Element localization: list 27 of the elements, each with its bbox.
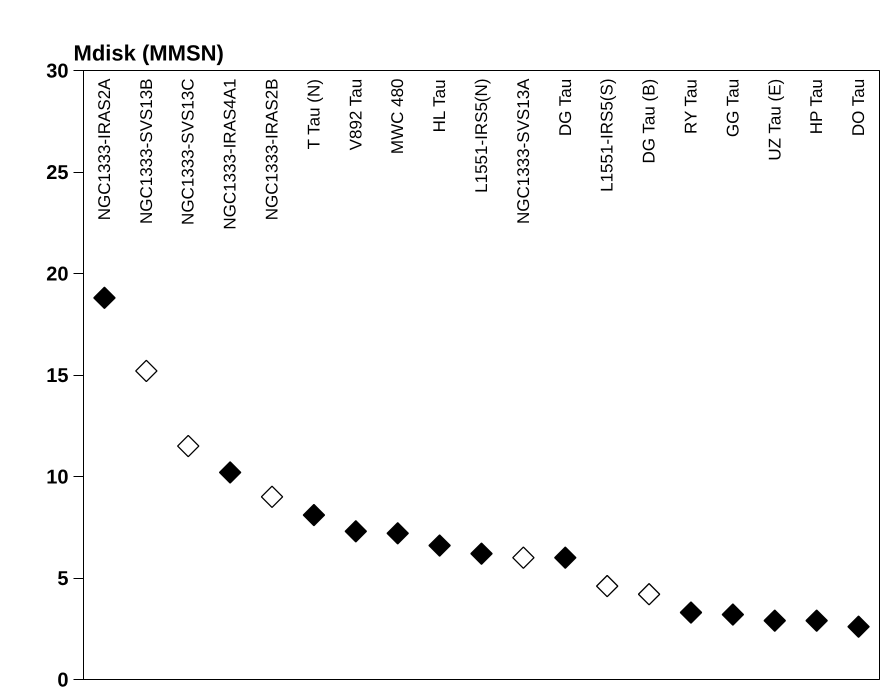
x-tick-label: DO Tau [849, 78, 868, 136]
y-tick-label: 30 [46, 60, 69, 82]
y-tick-label: 10 [46, 466, 69, 488]
x-tick-label: HL Tau [430, 79, 450, 132]
y-tick-label: 25 [46, 162, 69, 184]
x-tick-label: NGC1333-SVS13B [136, 78, 156, 224]
x-tick-label: HP Tau [807, 79, 826, 134]
y-tick-label: 5 [57, 568, 68, 590]
x-tick-label: L1551-IRS5(N) [472, 78, 491, 193]
x-tick-label: V892 Tau [346, 78, 366, 150]
x-tick-label: NGC1333-IRAS2A [94, 78, 114, 220]
x-tick-label: UZ Tau (E) [765, 78, 784, 161]
x-tick-label: NGC1333-SVS13C [178, 78, 198, 225]
x-tick-label: NGC1333-IRAS2B [262, 78, 282, 220]
x-tick-label: NGC1333-SVS13A [514, 78, 533, 224]
x-tick-label: DG Tau (B) [640, 78, 659, 164]
x-tick-label: DG Tau [556, 78, 575, 136]
y-tick-label: 15 [46, 365, 69, 387]
y-tick-label: 20 [46, 264, 69, 286]
x-tick-label: T Tau (N) [304, 79, 324, 150]
x-tick-label: RY Tau [681, 79, 700, 134]
x-tick-label: NGC1333-IRAS4A1 [220, 78, 240, 230]
x-tick-label: L1551-IRS5(S) [598, 78, 617, 192]
x-tick-label: GG Tau [723, 78, 742, 138]
x-tick-label: MWC 480 [388, 78, 408, 154]
y-tick-label: 0 [57, 670, 68, 692]
chart-title: Mdisk (MMSN) [74, 40, 224, 66]
